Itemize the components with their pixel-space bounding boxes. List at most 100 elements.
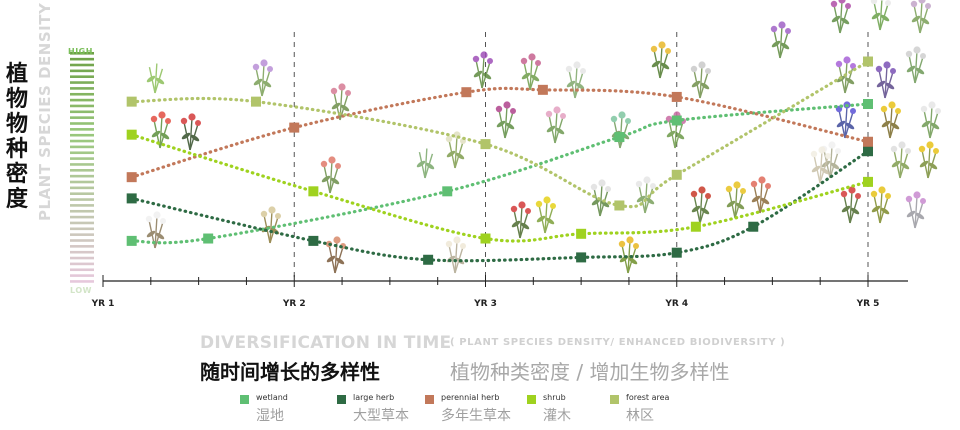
plant-illustration (545, 106, 566, 144)
plant-illustration (650, 41, 671, 79)
plant-flower (195, 120, 201, 126)
plant-flower (690, 65, 698, 73)
series-group (126, 56, 873, 265)
density-bar (70, 239, 94, 242)
density-bar (70, 280, 94, 283)
plant-flower (453, 236, 461, 244)
plant-flower (510, 205, 518, 213)
plant-leaf (473, 70, 483, 78)
density-bar (70, 75, 94, 78)
data-point (614, 132, 625, 143)
plant-flower (913, 191, 921, 199)
plant-flower (850, 63, 856, 69)
plant-illustration (415, 141, 436, 179)
plant-flower (472, 55, 480, 63)
plant-leaf (915, 212, 925, 220)
density-bar (70, 133, 94, 137)
plant-illustration (918, 141, 939, 179)
legend-swatch (337, 395, 346, 404)
plant-flower (460, 243, 466, 249)
plant-flower (810, 150, 818, 158)
plant-flower (635, 180, 643, 188)
legend-label-en: large herb (353, 393, 395, 402)
data-point (576, 252, 587, 263)
plant-flower (818, 146, 826, 154)
plant-stem (849, 190, 853, 224)
plant-stem (927, 145, 931, 179)
plant-flower (153, 211, 161, 219)
plant-flower (828, 141, 836, 149)
plant-illustration (870, 0, 891, 31)
plant-illustration (535, 196, 556, 234)
plant-stem (544, 200, 548, 234)
plant-illustration (610, 111, 631, 149)
data-point (126, 96, 137, 107)
legend-swatch (425, 395, 434, 404)
plant-flower (913, 46, 921, 54)
plant-leaf (820, 167, 830, 175)
plant-flower (830, 0, 838, 8)
plant-leaf (455, 152, 465, 160)
plant-stem (424, 145, 428, 179)
plant-flower (480, 51, 488, 59)
plant-leaf (751, 195, 761, 203)
series-perennial-herb (126, 84, 873, 183)
plant-flower (618, 240, 626, 248)
plant-flower (145, 60, 153, 68)
plant-leaf (880, 207, 890, 215)
plant-illustration (870, 186, 891, 224)
plant-flower (268, 206, 276, 214)
plant-flower (778, 21, 786, 29)
plant-stem (879, 0, 883, 31)
series-wetland (126, 99, 873, 246)
data-point (614, 200, 625, 211)
plant-flower (883, 61, 891, 69)
plant-stem (699, 190, 703, 224)
plant-flower (330, 87, 338, 95)
plant-flower (885, 0, 891, 6)
plant-flower (698, 186, 706, 194)
plant-flower (838, 0, 846, 4)
plant-illustration (590, 179, 611, 217)
plant-illustration (810, 146, 831, 184)
density-bar (70, 268, 94, 272)
density-bar (70, 250, 94, 254)
plant-illustration (565, 61, 586, 99)
plant-flower (935, 108, 941, 114)
plant-leaf (530, 74, 540, 82)
plant-leaf (520, 222, 530, 230)
plant-flower (725, 185, 733, 193)
plant-flower (835, 148, 841, 154)
data-point (671, 115, 682, 126)
density-high-label: HIGH (68, 47, 93, 56)
legend-swatch (240, 395, 249, 404)
plant-stem (844, 105, 848, 139)
plant-leaf (906, 210, 916, 218)
plant-leaf (891, 160, 901, 168)
plant-flower (885, 193, 891, 199)
plant-flower (920, 105, 928, 113)
plant-leaf (636, 195, 646, 203)
plant-flower (535, 200, 543, 208)
plant-leaf (660, 62, 670, 70)
plant-flower (905, 195, 913, 203)
plant-stem (699, 65, 703, 99)
x-tick-label: YR 1 (91, 299, 115, 309)
density-bar (70, 116, 94, 119)
plant-flower (845, 3, 851, 9)
density-bar (70, 169, 94, 172)
plant-stem (899, 145, 903, 179)
density-bar (70, 233, 94, 236)
plant-leaf (836, 120, 846, 128)
plant-stem (261, 63, 265, 97)
plant-illustration (472, 51, 493, 89)
plant-leaf (521, 72, 531, 80)
data-point (863, 176, 873, 187)
plant-stem (329, 160, 333, 194)
plant-leaf (921, 120, 931, 128)
plant-illustration (890, 141, 911, 179)
plant-flower (345, 90, 351, 96)
y-axis-label-en: PLANT SPECIES DENSITY (36, 2, 54, 221)
plant-flower (905, 148, 911, 154)
